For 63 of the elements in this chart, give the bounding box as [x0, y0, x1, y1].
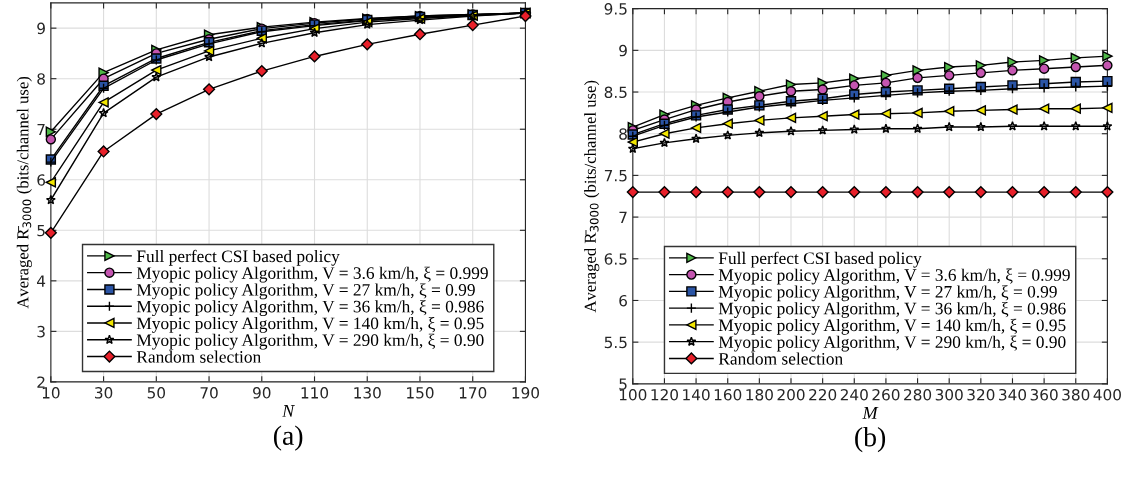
x-tick-label: 220 [809, 388, 837, 401]
y-tick-label: 6 [37, 174, 46, 186]
x-tick-label: 320 [967, 388, 995, 401]
legend-label: Myopic policy Algorithm, V = 140 km/h, ξ = 0.95 [718, 318, 1066, 335]
x-tick-label: 340 [999, 388, 1027, 401]
y-tick-label: 8.5 [604, 86, 627, 99]
legend-label: Myopic policy Algorithm, V = 3.6 km/h, ξ = 0.999 [136, 266, 488, 283]
x-tick-label: 30 [95, 387, 113, 399]
x-tick-label: 360 [1030, 388, 1058, 401]
x-tick-label: 280 [904, 388, 932, 401]
y-tick-label: 8 [619, 128, 627, 140]
y-tick-label: 5 [37, 224, 45, 237]
y-tick-label: 9 [619, 44, 627, 57]
x-tick-label: 150 [407, 387, 434, 399]
legend-label: Myopic policy Algorithm, V = 36 km/h, ξ = 0.986 [718, 302, 1066, 318]
y-tick-label: 9.5 [604, 3, 627, 15]
legend-label: Myopic policy Algorithm, V = 140 km/h, ξ = 0.95 [136, 316, 484, 333]
y-tick-label: 7.5 [604, 170, 627, 182]
y-tick-label: 6.5 [604, 253, 627, 265]
x-tick-label: 10 [42, 387, 60, 399]
y-tick-label: 5.5 [604, 336, 627, 349]
legend-label: Myopic policy Algorithm, V = 36 km/h, ξ = 0.986 [136, 300, 484, 317]
y-tick-label: 3 [37, 325, 45, 338]
x-tick-label: 90 [253, 387, 271, 399]
y-tick-label: 9 [37, 22, 45, 35]
x-tick-label: 120 [651, 388, 679, 401]
x-tick-label: 190 [512, 387, 540, 399]
y-tick-label: 6 [619, 294, 627, 307]
legend-label: Full perfect CSI based policy [136, 249, 340, 266]
y-tick-label: 7 [619, 211, 627, 223]
legend-label: Myopic policy Algorithm, V = 27 km/h, ξ = 0.99 [136, 283, 475, 300]
x-tick-label: 110 [301, 387, 329, 399]
legend-label: Myopic policy Algorithm, V = 27 km/h, ξ = 0.99 [718, 285, 1057, 302]
legend-label: Myopic policy Algorithm, V = 3.6 km/h, ξ = 0.999 [718, 268, 1070, 285]
legend-label: Full perfect CSI based policy [718, 251, 922, 268]
x-axis-title: M [862, 406, 879, 419]
x-tick-label: 180 [746, 388, 773, 401]
x-tick-label: 50 [147, 387, 166, 399]
legend-label: Myopic policy Algorithm, V = 290 km/h, ξ = 0.90 [718, 335, 1066, 352]
y-axis-title: Averaged R̄$_{3000}$ (bits/channel use) [584, 80, 600, 313]
y-tick-label: 7 [37, 123, 45, 136]
x-tick-label: 300 [935, 388, 963, 401]
x-tick-label: 70 [200, 387, 218, 399]
legend-label: Random selection [718, 352, 843, 365]
x-tick-label: 160 [714, 388, 742, 401]
x-tick-label: 130 [354, 387, 381, 399]
x-tick-label: 400 [1093, 388, 1121, 401]
y-axis-title: Averaged R̄$_{3000}$ (bits/channel use) [16, 76, 32, 309]
text: (b) [855, 426, 886, 453]
y-tick-label: 8 [37, 73, 45, 85]
x-tick-label: 170 [459, 387, 487, 399]
x-tick-label: 240 [840, 388, 868, 401]
y-tick-label: 2 [37, 376, 45, 388]
y-tick-label: 5 [619, 378, 627, 390]
x-tick-label: 140 [683, 388, 710, 401]
x-tick-label: 380 [1062, 388, 1090, 401]
x-tick-label: 260 [872, 388, 900, 401]
legend-label: Myopic policy Algorithm, V = 290 km/h, ξ = 0.90 [136, 333, 484, 350]
y-tick-label: 4 [37, 275, 46, 287]
text: (a) [273, 425, 303, 451]
x-tick-label: 200 [777, 388, 805, 401]
x-axis-title: N [282, 405, 296, 417]
legend-label: Random selection [136, 350, 261, 363]
